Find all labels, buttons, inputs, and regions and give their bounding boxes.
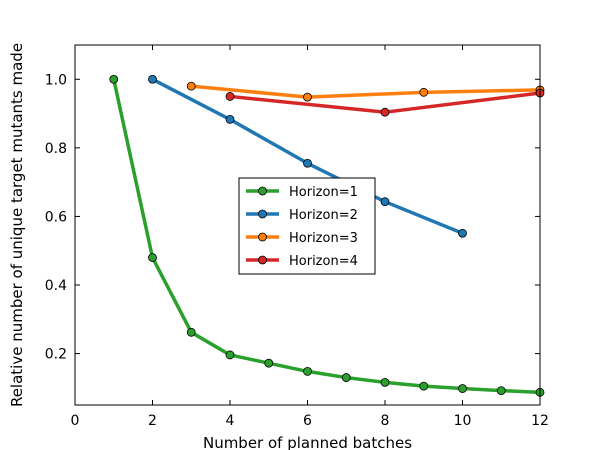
x-tick-label: 4 — [226, 413, 235, 429]
legend-label: Horizon=1 — [289, 185, 358, 200]
data-point — [186, 81, 196, 91]
legend-swatch-marker — [258, 232, 267, 242]
data-point — [225, 115, 235, 124]
data-point — [458, 384, 467, 393]
data-point — [419, 381, 429, 391]
data-point — [264, 358, 274, 368]
series-layer — [109, 74, 545, 397]
data-point — [186, 327, 196, 337]
data-point — [225, 92, 235, 101]
y-tick-label: 0.4 — [45, 278, 67, 294]
x-tick-label: 12 — [531, 413, 549, 429]
x-tick-label: 0 — [71, 413, 80, 429]
x-tick-label: 2 — [148, 413, 157, 429]
series-horizon-1 — [109, 74, 545, 397]
legend-swatch-marker — [258, 209, 267, 219]
legend-label: Horizon=3 — [289, 231, 358, 246]
series-horizon-3 — [186, 81, 545, 102]
legend-label: Horizon=2 — [289, 208, 358, 223]
data-point — [109, 74, 119, 84]
x-tick-label: 8 — [381, 413, 390, 429]
data-point — [458, 228, 467, 238]
data-point — [303, 366, 312, 376]
data-point — [380, 107, 390, 117]
series-line — [112, 78, 541, 395]
data-point — [225, 350, 235, 360]
data-point — [148, 74, 157, 84]
data-point — [380, 197, 390, 207]
legend: Horizon=1 Horizon=2 Horizon=3 Horizon=4 — [238, 177, 376, 275]
y-tick-label: 0.2 — [45, 347, 67, 363]
data-point — [303, 92, 312, 102]
data-point — [419, 87, 429, 97]
data-point — [303, 158, 312, 168]
series-horizon-4 — [225, 88, 545, 117]
data-point — [341, 373, 351, 382]
legend-swatch-marker — [258, 186, 267, 196]
data-point — [496, 386, 506, 396]
y-axis-title: Relative number of unique target mutants… — [8, 43, 26, 407]
series-line — [191, 84, 541, 99]
y-tick-label: 0.8 — [45, 141, 67, 157]
x-tick-label: 10 — [454, 413, 472, 429]
series-horizon-2 — [148, 74, 467, 238]
x-axis-title: Number of planned batches — [203, 434, 412, 450]
legend-label: Horizon=4 — [289, 254, 358, 269]
data-point — [380, 377, 390, 387]
y-tick-label: 1.0 — [45, 72, 67, 88]
y-tick-label: 0.6 — [45, 209, 67, 225]
ticks-layer: 0 2 4 6 8 10 12 0.2 0.4 0.6 0.8 1.0 — [45, 45, 549, 429]
legend-swatch-marker — [258, 255, 267, 265]
x-tick-label: 6 — [303, 413, 312, 429]
data-point — [148, 253, 157, 262]
